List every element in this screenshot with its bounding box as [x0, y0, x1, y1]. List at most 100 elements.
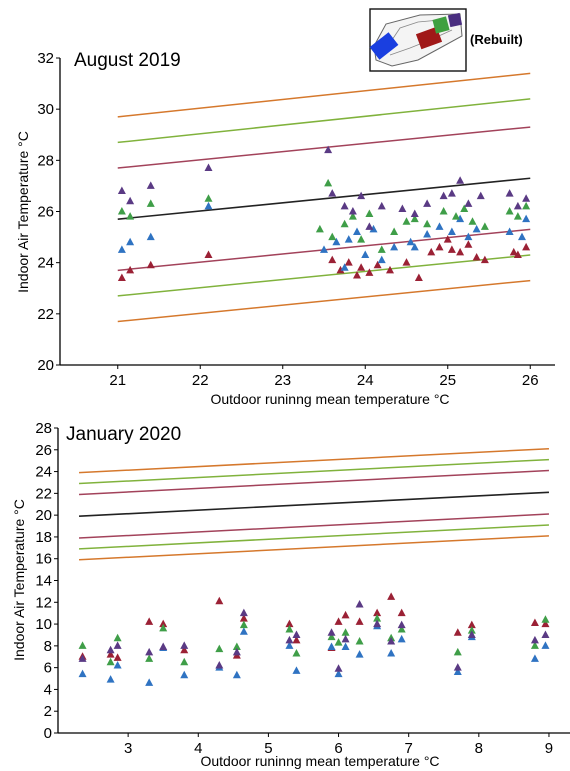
- data-point-blue: [327, 642, 336, 650]
- data-point-tri_green: [480, 222, 489, 230]
- data-point-tri_purple: [113, 641, 122, 649]
- data-point-blue: [361, 250, 370, 258]
- data-point-blue: [518, 232, 526, 241]
- data-point-tri_green: [239, 620, 248, 629]
- data-point-tri_green: [327, 632, 336, 641]
- data-point-blue: [530, 654, 539, 662]
- data-point-tri_maroon: [334, 617, 343, 625]
- data-point-tri_maroon: [464, 240, 473, 248]
- data-point-tri_purple: [453, 663, 462, 671]
- data-point-tri_purple: [505, 189, 514, 197]
- data-point-tri_purple: [204, 163, 213, 172]
- data-point-tri_green: [522, 201, 531, 210]
- data-point-tri_purple: [397, 620, 406, 629]
- data-point-tri_purple: [117, 186, 126, 195]
- data-point-tri_maroon: [292, 635, 301, 644]
- chart-title: August 2019: [74, 50, 181, 71]
- data-point-blue: [285, 641, 294, 649]
- y-tick-label: 8: [44, 638, 52, 655]
- data-point-tri_maroon: [357, 263, 366, 271]
- data-point-tri_purple: [541, 630, 550, 638]
- data-point-tri_purple: [327, 628, 336, 636]
- data-point-blue: [377, 255, 386, 264]
- data-point-blue: [113, 660, 122, 669]
- data-point-tri_maroon: [126, 265, 135, 274]
- data-point-blue: [423, 230, 432, 238]
- x-tick-label: 7: [405, 740, 413, 757]
- data-point-tri_green: [505, 207, 514, 215]
- y-tick-label: 26: [35, 442, 52, 459]
- data-point-tri_green: [397, 625, 406, 633]
- data-point-tri_purple: [324, 145, 333, 154]
- comfort-line-green: [117, 98, 531, 144]
- data-point-tri_purple: [328, 189, 337, 197]
- comfort-line-orange: [117, 72, 531, 118]
- data-point-tri_green: [78, 641, 87, 649]
- comfort-line-green: [79, 524, 549, 550]
- comfort-line-green: [79, 458, 549, 485]
- y-tick-label: 28: [35, 420, 52, 437]
- building-plan-inset: (Rebuilt): [369, 8, 523, 72]
- data-point-blue: [180, 670, 189, 679]
- data-point-tri_maroon: [447, 245, 456, 253]
- data-point-tri_green: [180, 657, 189, 666]
- data-point-tri_maroon: [435, 242, 444, 251]
- data-point-blue: [334, 669, 343, 678]
- y-tick-label: 14: [35, 573, 52, 590]
- data-point-blue: [320, 245, 328, 253]
- data-point-blue: [453, 667, 462, 675]
- comfort-line-orange: [79, 535, 549, 561]
- y-tick-label: 24: [35, 464, 52, 481]
- comfort-line-black: [117, 177, 531, 220]
- data-point-blue: [126, 237, 135, 246]
- data-point-tri_maroon: [414, 273, 423, 282]
- data-point-blue: [387, 648, 396, 657]
- x-tick-label: 22: [192, 372, 209, 389]
- data-point-tri_maroon: [513, 250, 522, 258]
- data-point-blue: [464, 232, 473, 241]
- data-point-tri_green: [204, 194, 213, 202]
- data-point-blue: [146, 232, 155, 241]
- data-point-tri_maroon: [522, 242, 531, 251]
- data-point-tri_green: [334, 638, 343, 646]
- data-point-tri_maroon: [397, 608, 406, 617]
- comfort-line-maroon: [79, 469, 549, 496]
- y-tick-label: 24: [37, 255, 54, 272]
- inset-wall-line: [391, 19, 441, 41]
- data-point-tri_purple: [239, 608, 248, 617]
- data-point-tri_purple: [292, 630, 301, 638]
- chart-august-2019: August 2019 Indoor Air Temperature °C Ou…: [15, 50, 555, 407]
- data-point-tri_green: [513, 212, 522, 220]
- data-point-tri_maroon: [159, 619, 168, 628]
- data-point-blue: [340, 263, 349, 271]
- data-point-tri_purple: [387, 637, 396, 645]
- data-point-tri_purple: [373, 619, 382, 628]
- y-axis-label: Indoor Air Temperature °C: [15, 131, 31, 293]
- data-point-tri_green: [146, 199, 155, 207]
- data-point-blue: [397, 634, 406, 643]
- data-point-blue: [355, 650, 364, 658]
- inset-room-green: [432, 16, 450, 34]
- y-tick-label: 2: [44, 703, 52, 720]
- data-point-tri_maroon: [373, 608, 382, 617]
- data-point-tri_maroon: [146, 260, 155, 269]
- data-point-blue: [522, 214, 531, 223]
- data-point-blue: [406, 237, 415, 246]
- data-point-blue: [390, 242, 399, 251]
- x-tick-label: 6: [334, 740, 342, 757]
- data-point-tri_green: [530, 641, 539, 649]
- x-axis-label: Outdoor runinng mean temperature °C: [200, 753, 439, 769]
- data-point-tri_maroon: [344, 258, 353, 266]
- data-point-tri_green: [373, 614, 382, 622]
- data-point-tri_maroon: [472, 253, 481, 261]
- comfort-line-orange: [79, 447, 549, 474]
- data-point-tri_maroon: [215, 596, 224, 605]
- data-point-tri_green: [113, 633, 122, 642]
- data-point-tri_purple: [232, 647, 241, 656]
- data-point-tri_maroon: [467, 620, 476, 629]
- data-point-tri_purple: [357, 191, 366, 200]
- data-point-tri_maroon: [541, 619, 550, 628]
- data-point-tri_purple: [341, 634, 350, 643]
- inset-label: (Rebuilt): [470, 32, 523, 47]
- data-point-tri_purple: [180, 641, 189, 649]
